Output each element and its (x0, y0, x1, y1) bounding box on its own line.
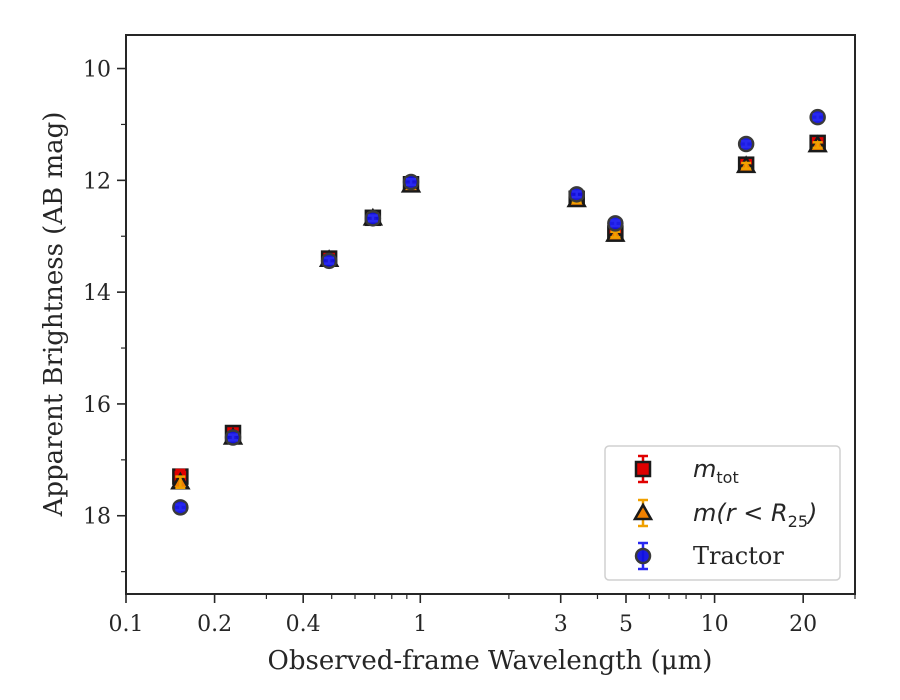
legend-box (604, 445, 841, 581)
data-errorbar (228, 433, 239, 442)
data-errorbar (812, 141, 823, 150)
x-tick-label: 10 (701, 612, 729, 637)
y-tick-label: 12 (83, 169, 111, 194)
data-errorbar (610, 230, 621, 239)
y-axis: 10 12 14 16 18 (83, 58, 126, 573)
data-errorbar (367, 214, 378, 223)
legend-label: m(r < R25) (693, 499, 817, 531)
legend-marker (634, 547, 652, 565)
y-tick-label: 14 (83, 281, 111, 306)
data-errorbar (812, 113, 823, 122)
x-tick-label: 3 (554, 612, 568, 637)
legend-label: mtot (693, 455, 739, 487)
series-1 (172, 134, 826, 485)
y-tick-label: 18 (83, 505, 111, 530)
x-tick-label: 20 (789, 612, 817, 637)
legend: mtot m(r < R25) Tractor (604, 445, 841, 581)
series-3 (172, 108, 826, 516)
data-errorbar (741, 161, 752, 170)
x-axis: 0.1 0.2 0.4 1 3 5 10 20 (109, 594, 856, 637)
x-tick-label: 0.2 (197, 612, 232, 637)
plot-frame (125, 34, 856, 595)
data-errorbar (175, 475, 186, 490)
legend-marker (634, 460, 652, 478)
y-axis-title: Apparent Brightness (AB mag) (39, 112, 69, 518)
x-tick-label: 5 (619, 612, 633, 637)
x-tick-label: 1 (413, 612, 427, 637)
series-2 (170, 134, 828, 490)
data-errorbar (324, 256, 335, 265)
data-errorbar (610, 219, 621, 228)
data-errorbar (406, 177, 417, 187)
data-errorbar (571, 190, 582, 199)
y-tick-label: 10 (83, 58, 111, 83)
x-tick-label: 0.1 (109, 612, 144, 637)
x-axis-title: Observed-frame Wavelength (μm) (268, 646, 713, 676)
data-errorbar (175, 503, 186, 512)
legend-marker (632, 502, 654, 521)
data-errorbar (741, 139, 752, 149)
legend-label: Tractor (693, 542, 784, 570)
x-tick-label: 0.4 (286, 612, 321, 637)
y-tick-label: 16 (83, 393, 111, 418)
plot-area (170, 108, 828, 516)
